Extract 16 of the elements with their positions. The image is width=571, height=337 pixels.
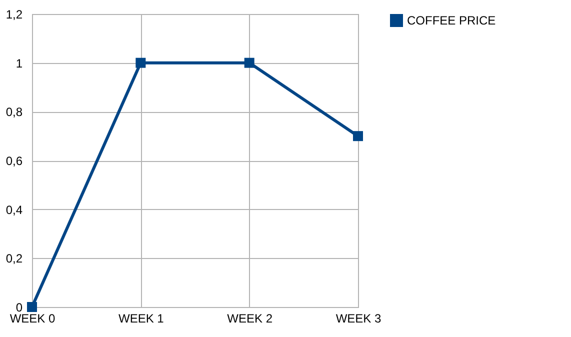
x-tick-label: WEEK 0: [10, 312, 56, 326]
y-tick-label: 0,2: [6, 252, 23, 266]
x-tick-label: WEEK 3: [336, 312, 382, 326]
point: [136, 58, 146, 68]
y-tick-label: 1,2: [6, 8, 23, 22]
y-tick-label: 0: [16, 300, 23, 314]
y-tick-label: 1: [16, 56, 23, 70]
point: [27, 302, 37, 312]
y-tick-label: 0,8: [6, 105, 23, 120]
point: [353, 131, 363, 142]
y-tick-label: 0,4: [6, 202, 23, 217]
point: [244, 58, 254, 68]
x-tick-label: WEEK 2: [227, 312, 273, 326]
legend-label: COFFEE PRICE: [407, 14, 496, 28]
y-tick-label: 0,6: [6, 154, 23, 168]
x-tick-label: WEEK 1: [118, 312, 164, 326]
